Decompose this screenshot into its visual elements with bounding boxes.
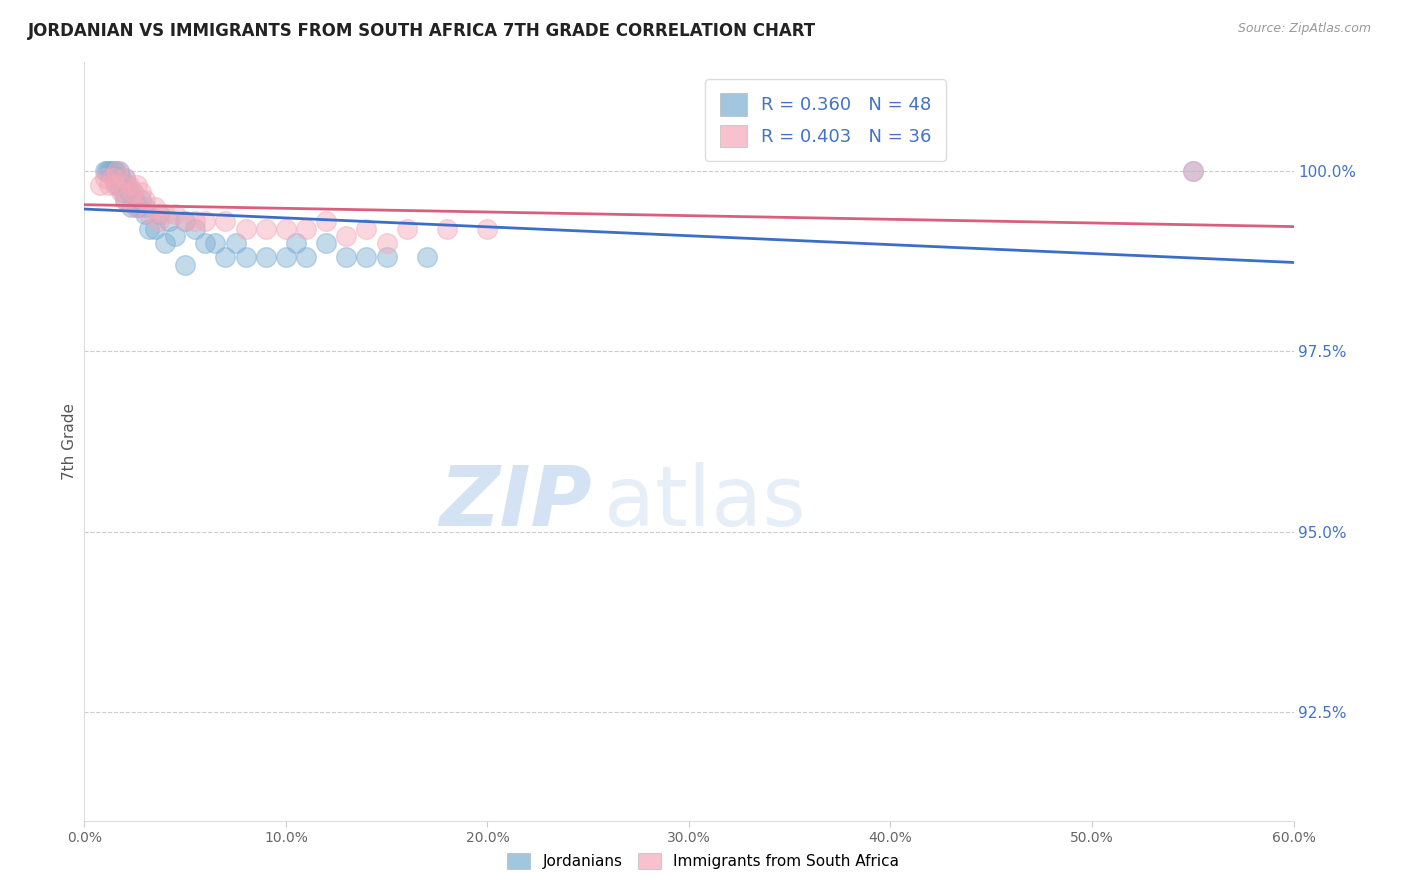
Point (295, 251, 318, 265)
Point (138, 221, 160, 235)
Point (184, 214, 207, 228)
Point (315, 235, 337, 250)
Point (125, 178, 148, 193)
Point (477, 221, 499, 235)
Point (104, 163, 127, 178)
Point (101, 171, 124, 186)
Point (124, 200, 146, 214)
Point (96, 163, 118, 178)
Point (356, 251, 378, 265)
Point (194, 235, 217, 250)
Point (153, 235, 176, 250)
Legend: R = 0.360   N = 48, R = 0.403   N = 36: R = 0.360 N = 48, R = 0.403 N = 36 (706, 79, 946, 161)
Point (97, 178, 120, 193)
Point (148, 214, 170, 228)
Point (375, 251, 398, 265)
Point (100, 163, 122, 178)
Point (118, 178, 141, 193)
Point (214, 214, 236, 228)
Point (114, 171, 136, 186)
Point (134, 200, 156, 214)
Point (295, 221, 318, 235)
Point (335, 251, 357, 265)
Point (134, 207, 156, 221)
Point (114, 193, 136, 207)
Point (274, 221, 297, 235)
Point (138, 207, 160, 221)
Point (129, 186, 152, 200)
Text: atlas: atlas (605, 462, 806, 542)
Point (104, 171, 127, 186)
Point (121, 186, 143, 200)
Point (157, 214, 180, 228)
Point (118, 186, 141, 200)
Point (107, 163, 129, 178)
Point (225, 235, 247, 250)
Point (97, 163, 120, 178)
Point (143, 200, 166, 214)
Point (124, 193, 146, 207)
Point (104, 163, 127, 178)
Point (165, 228, 187, 243)
Point (395, 221, 418, 235)
Point (93, 163, 115, 178)
Text: ZIP: ZIP (440, 462, 592, 542)
Point (416, 251, 439, 265)
Point (1181, 163, 1204, 178)
Text: JORDANIAN VS IMMIGRANTS FROM SOUTH AFRICA 7TH GRADE CORRELATION CHART: JORDANIAN VS IMMIGRANTS FROM SOUTH AFRIC… (28, 22, 817, 40)
Point (111, 186, 134, 200)
Point (436, 221, 458, 235)
Text: Source: ZipAtlas.com: Source: ZipAtlas.com (1237, 22, 1371, 36)
Point (114, 171, 136, 186)
Point (356, 221, 378, 235)
Point (121, 186, 143, 200)
Point (315, 214, 337, 228)
Point (120, 200, 142, 214)
Point (114, 193, 136, 207)
Point (148, 207, 170, 221)
Point (110, 186, 132, 200)
Point (235, 221, 257, 235)
Point (174, 214, 197, 228)
Point (143, 221, 166, 235)
Point (89, 178, 111, 193)
Point (274, 251, 297, 265)
Point (129, 193, 152, 207)
Y-axis label: 7th Grade: 7th Grade (62, 403, 77, 480)
Point (93, 171, 115, 186)
Point (105, 163, 128, 178)
Point (235, 251, 257, 265)
Point (214, 251, 236, 265)
Point (254, 251, 277, 265)
Point (125, 200, 148, 214)
Legend: Jordanians, Immigrants from South Africa: Jordanians, Immigrants from South Africa (501, 847, 905, 875)
Point (128, 200, 150, 214)
Point (174, 258, 197, 272)
Point (184, 221, 207, 235)
Point (194, 214, 217, 228)
Point (107, 178, 129, 193)
Point (1181, 163, 1204, 178)
Point (335, 228, 357, 243)
Point (105, 178, 128, 193)
Point (134, 193, 156, 207)
Point (104, 178, 127, 193)
Point (285, 235, 308, 250)
Point (115, 178, 138, 193)
Point (254, 221, 277, 235)
Point (110, 171, 132, 186)
Point (165, 207, 187, 221)
Point (153, 207, 176, 221)
Point (174, 214, 197, 228)
Point (204, 235, 226, 250)
Point (375, 235, 398, 250)
